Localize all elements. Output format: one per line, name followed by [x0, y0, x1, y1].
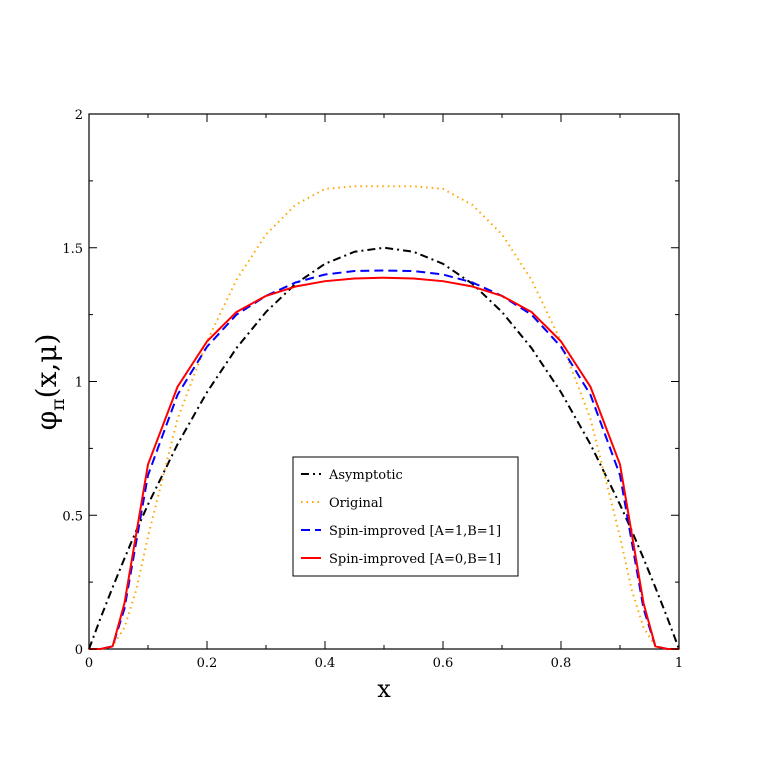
- y-axis-title: φπ(x,μ): [30, 334, 69, 431]
- y-tick-label: 0: [75, 643, 83, 658]
- x-tick-label: 0.6: [433, 656, 454, 671]
- x-tick-label: 0: [85, 656, 93, 671]
- x-axis-title: x: [377, 675, 391, 703]
- series-line-4: [89, 276, 679, 650]
- y-tick-label: 1: [75, 376, 83, 391]
- x-tick-label: 1: [675, 656, 683, 671]
- y-axis-title-main: φ: [30, 411, 63, 431]
- y-axis-title-sub: π: [47, 398, 69, 411]
- x-tick-label: 0.8: [551, 656, 572, 671]
- x-tick-label: 0.4: [315, 656, 336, 671]
- legend-label-4: Spin-improved [A=0,B=1]: [329, 552, 501, 567]
- y-tick-label: 2: [75, 108, 83, 123]
- y-tick-label: 1.5: [62, 242, 83, 257]
- y-tick-label: 0.5: [62, 509, 83, 524]
- series-line-3: [89, 269, 679, 650]
- legend: Asymptotic Original Spin-improved [A=1,B=1…: [292, 456, 519, 577]
- legend-label-3: Spin-improved [A=1,B=1]: [329, 524, 501, 539]
- y-axis-title-rest: (x,μ): [30, 334, 63, 399]
- legend-label-2: Original: [329, 496, 383, 511]
- legend-label-1: Asymptotic: [328, 468, 403, 483]
- legend-box: [292, 456, 519, 577]
- x-tick-label: 0.2: [197, 656, 218, 671]
